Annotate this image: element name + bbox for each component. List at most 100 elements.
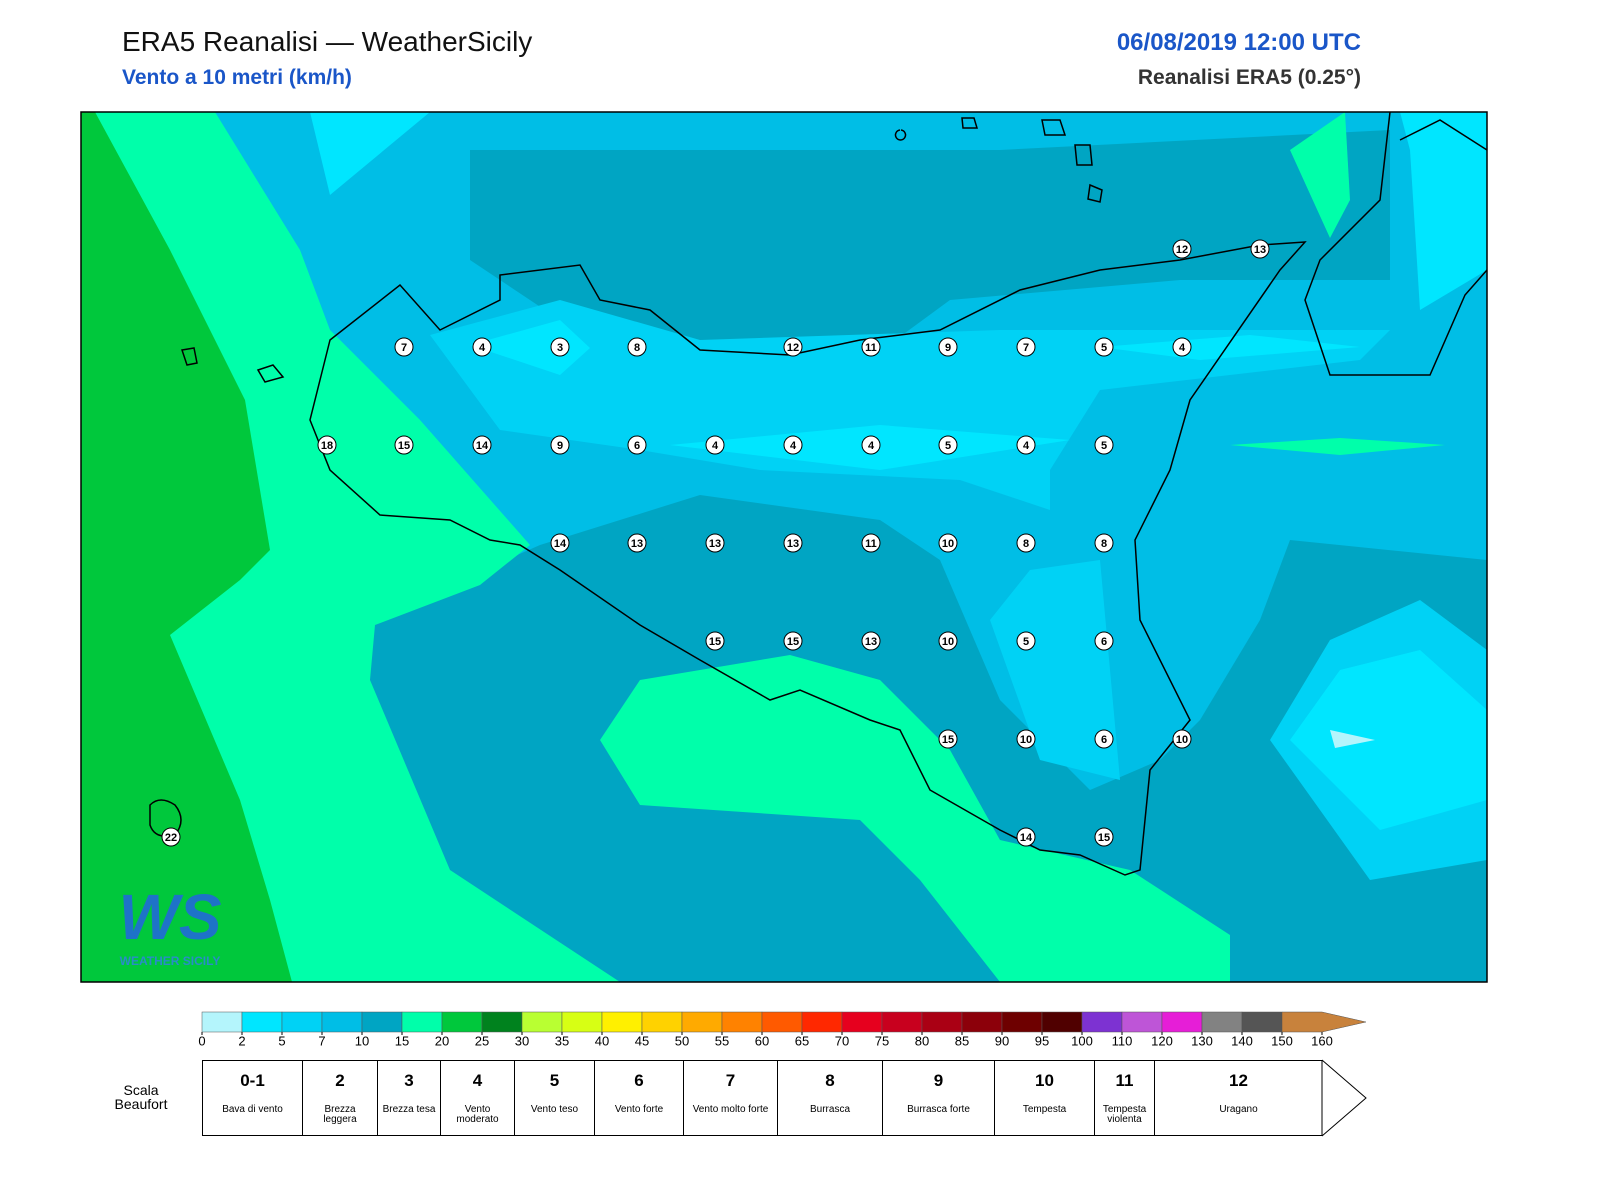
beaufort-cell: 7 Vento molto forte [683, 1060, 777, 1136]
station-value: 4 [868, 440, 875, 452]
beaufort-force: 7 [725, 1071, 736, 1090]
station-marker [705, 533, 725, 553]
station-value: 8 [1023, 538, 1029, 550]
colorbar-tick-label: 75 [875, 1033, 889, 1048]
station-marker [783, 435, 803, 455]
station-value: 15 [1098, 832, 1110, 844]
beaufort-name: Vento moderato [456, 1104, 499, 1125]
beaufort-name: Vento forte [614, 1104, 664, 1115]
colorbar-tick-label: 40 [595, 1033, 609, 1048]
beaufort-force: 10 [1035, 1071, 1054, 1090]
station-marker [1250, 239, 1270, 259]
station-value: 9 [945, 342, 951, 354]
station-value: 6 [1101, 734, 1107, 746]
colorbar-tick-label: 80 [915, 1033, 929, 1048]
colorbar-segment [561, 1011, 603, 1033]
beaufort-force: 2 [335, 1071, 345, 1090]
station-value: 10 [1020, 734, 1032, 746]
stations: 12 13 7 4 3 8 12 11 9 7 5 4 18 15 14 9 6 4 4 4 5 4 5 14 13 13 13 11… [161, 239, 1270, 847]
station-value: 10 [942, 538, 954, 550]
colorbar-segment [641, 1011, 683, 1033]
beaufort-name: Vento teso [530, 1104, 579, 1115]
station-value: 13 [787, 538, 799, 550]
station-marker [938, 729, 958, 749]
station-marker [783, 533, 803, 553]
station-value: 4 [1023, 440, 1030, 452]
colorbar-tick-label: 55 [715, 1033, 729, 1048]
colorbar-segment [921, 1011, 963, 1033]
station-marker [627, 435, 647, 455]
station-value: 14 [554, 538, 567, 550]
colorbar-tick-label: 90 [995, 1033, 1009, 1048]
beaufort-force: 5 [549, 1071, 560, 1090]
station-marker [394, 337, 414, 357]
datetime: 06/08/2019 12:00 UTC [1116, 29, 1361, 56]
station-value: 12 [1176, 244, 1188, 256]
colorbar-tick-label: 15 [395, 1033, 409, 1048]
colorbar-segment [321, 1011, 363, 1033]
station-marker [1016, 337, 1036, 357]
colorbar-tick-label: 65 [795, 1033, 809, 1048]
beaufort-name: Burrasca forte [907, 1104, 970, 1115]
colorbar-segment [201, 1011, 243, 1033]
colorbar-tick-label: 45 [635, 1033, 649, 1048]
coastline [149, 111, 1488, 876]
beaufort-force: 3 [404, 1071, 414, 1090]
station-marker [1172, 337, 1192, 357]
colorbar-segment [681, 1011, 723, 1033]
colorbar-segment [401, 1011, 443, 1033]
station-marker [550, 435, 570, 455]
station-marker [1016, 827, 1036, 847]
station-marker [861, 435, 881, 455]
station-marker [394, 435, 414, 455]
station-value: 6 [634, 440, 640, 452]
station-value: 14 [1020, 832, 1033, 844]
station-value: 15 [942, 734, 954, 746]
station-value: 9 [557, 440, 563, 452]
station-value: 4 [712, 440, 719, 452]
beaufort-name: Brezza leggera [323, 1104, 357, 1125]
station-marker [550, 337, 570, 357]
station-marker [1016, 729, 1036, 749]
map-frame [80, 111, 1488, 983]
station-marker [705, 631, 725, 651]
station-value: 4 [1179, 342, 1186, 354]
colorbar-segment [281, 1011, 323, 1033]
station-value: 7 [401, 342, 407, 354]
station-marker [938, 435, 958, 455]
station-marker [938, 631, 958, 651]
beaufort-force: 9 [933, 1071, 944, 1090]
station-value: 3 [557, 342, 563, 354]
colorbar-tick-label: 110 [1112, 1033, 1133, 1048]
station-marker [1094, 827, 1114, 847]
beaufort-name: Brezza tesa [382, 1104, 436, 1115]
colorbar-segment [441, 1011, 483, 1033]
beaufort-cell: 8 Burrasca [777, 1060, 882, 1136]
beaufort-cell: 4 Vento moderato [440, 1060, 514, 1136]
station-marker [1094, 533, 1114, 553]
colorbar-tick-label: 30 [515, 1033, 529, 1048]
colorbar-tick-label: 95 [1035, 1033, 1049, 1048]
station-value: 15 [398, 440, 410, 452]
colorbar-segment [961, 1011, 1003, 1033]
colorbar-tick-label: 70 [835, 1033, 849, 1048]
colorbar-tick-label: 5 [278, 1033, 285, 1048]
station-marker [161, 827, 181, 847]
station-value: 5 [945, 440, 951, 452]
station-marker [472, 337, 492, 357]
station-marker [1016, 435, 1036, 455]
station-value: 22 [165, 832, 177, 844]
station-value: 18 [321, 440, 333, 452]
beaufort-force: 12 [1229, 1071, 1248, 1090]
beaufort-cell: 3 Brezza tesa [377, 1060, 440, 1136]
station-marker [783, 337, 803, 357]
beaufort-force: 11 [1115, 1071, 1134, 1090]
station-marker [1172, 239, 1192, 259]
station-value: 15 [709, 636, 721, 648]
colorbar-tick-label: 160 [1311, 1033, 1333, 1048]
station-marker [938, 533, 958, 553]
colorbar-segment [1161, 1011, 1203, 1033]
colorbar-tick-label: 2 [238, 1033, 245, 1048]
colorbar-segment [241, 1011, 283, 1033]
station-value: 4 [479, 342, 486, 354]
